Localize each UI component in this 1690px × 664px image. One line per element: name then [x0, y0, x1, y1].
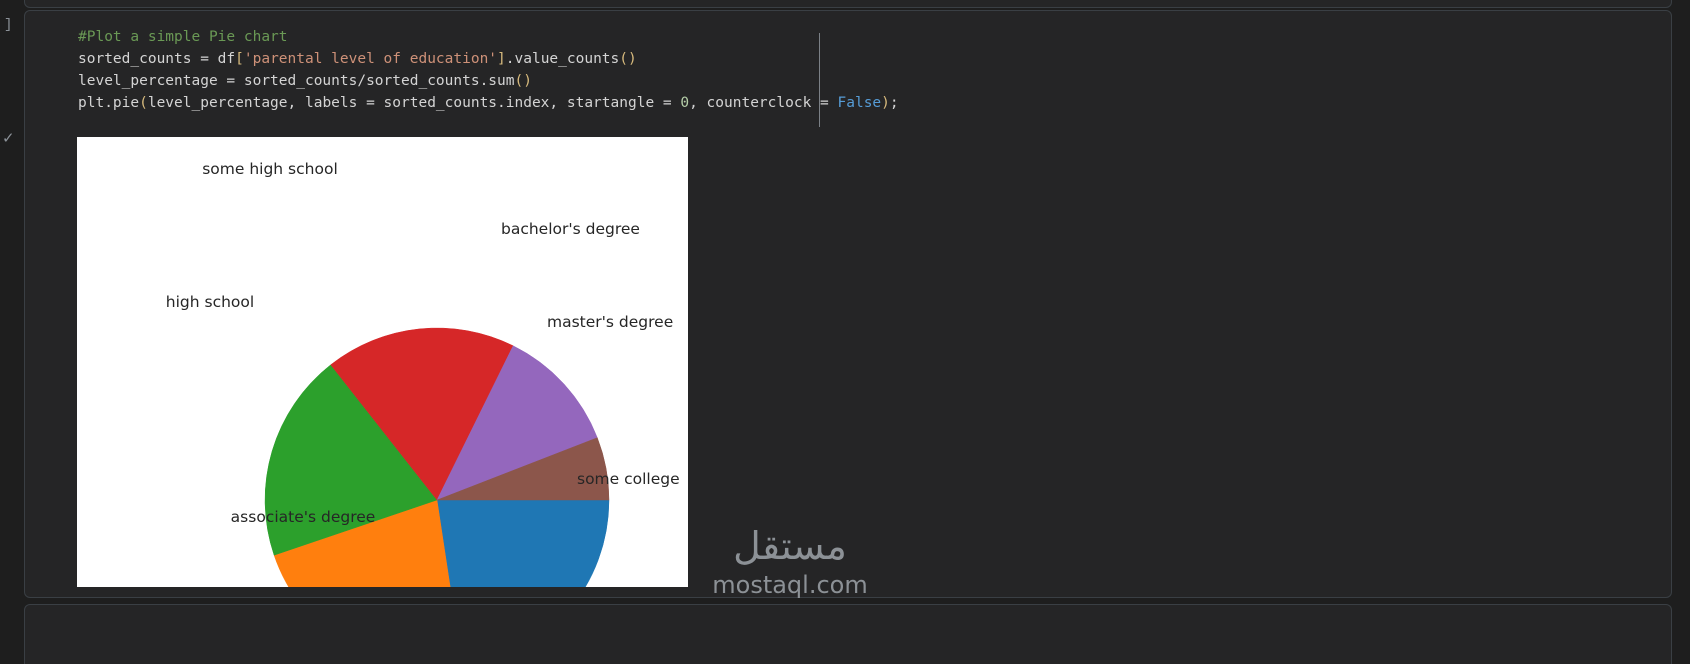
code-token: , counterclock =: [689, 95, 838, 111]
code-token: (: [139, 95, 148, 111]
code-token: level_percentage, labels = sorted_counts…: [147, 95, 681, 111]
notebook-cell-below[interactable]: [24, 604, 1672, 664]
pie-slice-label: master's degree: [547, 313, 673, 331]
matplotlib-figure-output: some college associate's degree high schoo…: [77, 137, 688, 587]
code-token: [: [235, 51, 244, 67]
watermark-domain-text: mostaql.com: [712, 571, 868, 599]
pie-slice: [436, 437, 610, 501]
code-token: ]: [497, 51, 506, 67]
code-token: #Plot a simple Pie chart: [78, 29, 288, 45]
pie-label-group: some college associate's degree high schoo…: [166, 160, 680, 526]
pie-slice: [436, 499, 610, 587]
code-line-4: plt.pie(level_percentage, labels = sorte…: [78, 92, 1638, 114]
pie-chart: some college associate's degree high schoo…: [77, 137, 688, 587]
text-cursor-ruler: [819, 33, 820, 127]
pie-slice-label: some high school: [202, 160, 338, 178]
code-token: plt.pie: [78, 95, 140, 111]
code-line-1: #Plot a simple Pie chart: [78, 26, 1638, 48]
code-line-2: sorted_counts = df['parental level of ed…: [78, 48, 1638, 70]
code-line-3: level_percentage = sorted_counts/sorted_…: [78, 70, 1638, 92]
code-token: 0: [680, 95, 690, 111]
pie-slice-group: [264, 327, 610, 587]
code-token: ;: [889, 95, 899, 111]
code-token: .value_counts: [505, 51, 620, 67]
pie-slice: [436, 345, 598, 501]
pie-slice: [273, 499, 451, 587]
pie-slice-label: bachelor's degree: [501, 220, 640, 238]
pie-slice: [330, 327, 514, 501]
pie-slice-label: some college: [577, 470, 680, 488]
cell-prompt-bracket: ]: [4, 17, 13, 33]
pie-slice-label: high school: [166, 293, 254, 311]
watermark: مستقل mostaql.com: [690, 522, 890, 600]
watermark-arabic-text: مستقل: [733, 524, 847, 568]
code-token: False: [837, 95, 882, 111]
code-token: 'parental level of education': [243, 51, 498, 67]
pie-slice: [264, 364, 438, 556]
code-token: sorted_counts = df: [78, 51, 236, 67]
pie-slice-label: associate's degree: [231, 508, 376, 526]
cell-run-status-icon: ✓: [2, 131, 15, 148]
code-editor-text[interactable]: #Plot a simple Pie chart sorted_counts = …: [78, 26, 1638, 114]
code-token: (): [619, 51, 637, 67]
notebook-cell-above[interactable]: [24, 0, 1672, 8]
code-token: (): [514, 73, 532, 89]
code-token: ): [881, 95, 890, 111]
code-token: level_percentage = sorted_counts/sorted_…: [78, 73, 515, 89]
